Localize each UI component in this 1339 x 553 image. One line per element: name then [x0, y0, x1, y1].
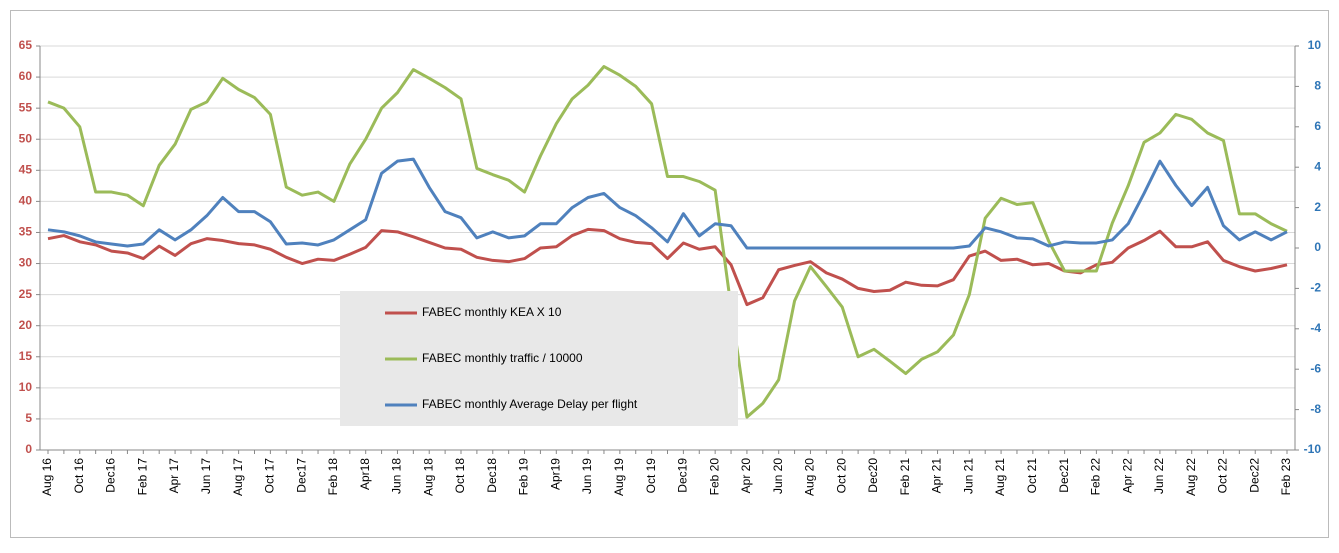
- y2-tick-label: -2: [1310, 281, 1321, 295]
- y-tick-label: 50: [19, 131, 33, 145]
- y2-tick-label: 10: [1308, 38, 1322, 52]
- y2-tick-label: 2: [1314, 200, 1321, 214]
- x-tick-label: Feb 21: [898, 458, 912, 496]
- x-tick-label: Dec22: [1247, 458, 1261, 493]
- x-tick-label: Feb 19: [517, 458, 531, 496]
- x-tick-label: Dec21: [1057, 458, 1071, 493]
- x-tick-label: Dec17: [294, 458, 308, 493]
- x-tick-label: Aug 17: [231, 458, 245, 496]
- x-tick-label: Dec19: [676, 458, 690, 493]
- x-tick-label: Apr 22: [1120, 458, 1134, 494]
- x-tick-label: Oct 19: [644, 458, 658, 494]
- x-tick-label: Aug 16: [40, 458, 54, 496]
- y-tick-label: 10: [19, 380, 33, 394]
- y2-tick-label: 4: [1314, 159, 1321, 173]
- y-tick-label: 60: [19, 69, 33, 83]
- y-tick-label: 65: [19, 38, 33, 52]
- y-tick-label: 25: [19, 287, 33, 301]
- x-tick-label: Oct 18: [453, 458, 467, 494]
- legend-label: FABEC monthly traffic / 10000: [422, 351, 583, 365]
- y2-tick-label: -8: [1310, 402, 1321, 416]
- legend-label: FABEC monthly KEA X 10: [422, 305, 562, 319]
- x-tick-label: Apr 21: [930, 458, 944, 494]
- x-tick-label: Feb 18: [326, 458, 340, 496]
- x-tick-label: Jun 19: [580, 458, 594, 494]
- x-tick-label: Feb 22: [1089, 458, 1103, 496]
- y-tick-label: 35: [19, 225, 33, 239]
- y-tick-label: 30: [19, 256, 33, 270]
- x-tick-label: Apr18: [358, 458, 372, 490]
- x-tick-label: Feb 20: [707, 458, 721, 496]
- line-series: [47, 65, 1288, 419]
- legend-label: FABEC monthly Average Delay per flight: [422, 397, 638, 411]
- x-tick-label: Dec20: [866, 458, 880, 493]
- x-tick-label: Jun 17: [199, 458, 213, 494]
- y-tick-label: 55: [19, 100, 33, 114]
- x-tick-label: Oct 20: [834, 458, 848, 494]
- line-series: [47, 227, 1288, 307]
- x-tick-label: Oct 16: [72, 458, 86, 494]
- y-tick-label: 0: [25, 442, 32, 456]
- x-tick-label: Dec18: [485, 458, 499, 493]
- y-tick-label: 20: [19, 318, 33, 332]
- y2-tick-label: 0: [1314, 240, 1321, 254]
- x-tick-label: Aug 20: [803, 458, 817, 496]
- x-tick-label: Aug 19: [612, 458, 626, 496]
- y-tick-label: 15: [19, 349, 33, 363]
- y2-tick-label: 8: [1314, 79, 1321, 93]
- x-tick-label: Jun 20: [771, 458, 785, 494]
- y-tick-label: 40: [19, 194, 33, 208]
- y2-tick-label: -4: [1310, 321, 1321, 335]
- x-tick-label: Dec16: [104, 458, 118, 493]
- x-tick-label: Apr19: [548, 458, 562, 490]
- x-tick-label: Aug 18: [421, 458, 435, 496]
- x-tick-label: Oct 17: [263, 458, 277, 494]
- x-tick-label: Feb 17: [135, 458, 149, 496]
- x-tick-label: Apr 20: [739, 458, 753, 494]
- line-series: [47, 157, 1288, 250]
- x-tick-label: Aug 22: [1184, 458, 1198, 496]
- y-tick-label: 5: [25, 411, 32, 425]
- x-tick-label: Jun 21: [961, 458, 975, 494]
- legend: FABEC monthly KEA X 10 FABEC monthly traf…: [340, 291, 738, 426]
- x-tick-label: Apr 17: [167, 458, 181, 494]
- y2-tick-label: -10: [1304, 442, 1322, 456]
- y-tick-label: 45: [19, 162, 33, 176]
- x-tick-label: Jun 22: [1152, 458, 1166, 494]
- x-tick-label: Feb 23: [1279, 458, 1293, 496]
- x-tick-label: Aug 21: [993, 458, 1007, 496]
- y2-tick-label: 6: [1314, 119, 1321, 133]
- x-tick-label: Jun 18: [390, 458, 404, 494]
- x-tick-label: Oct 21: [1025, 458, 1039, 494]
- y2-tick-label: -6: [1310, 361, 1321, 375]
- x-tick-label: Oct 22: [1216, 458, 1230, 494]
